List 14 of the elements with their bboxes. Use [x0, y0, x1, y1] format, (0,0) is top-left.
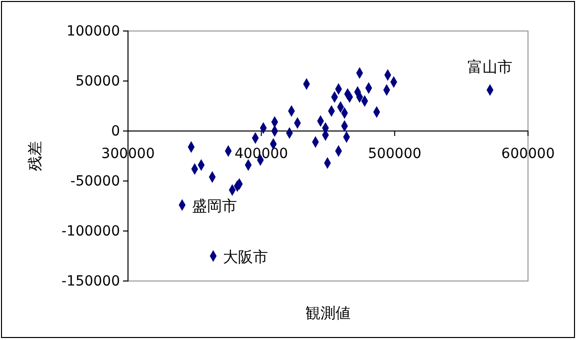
y-tick-label: -50000	[70, 173, 120, 190]
annotation: 盛岡市	[192, 197, 238, 215]
x-tick-label: 500000	[368, 146, 422, 162]
annotation: 富山市	[468, 58, 512, 76]
annotation: 大阪市	[223, 248, 268, 266]
x-tick-label: 400000	[234, 146, 288, 162]
y-axis-title: 残差	[26, 141, 44, 171]
y-tick-label: 100000	[66, 23, 120, 40]
x-axis-title: 観測値	[306, 304, 350, 322]
y-tick-label: 50000	[75, 73, 120, 90]
y-tick-label: -150000	[62, 273, 120, 290]
y-tick-label: 0	[111, 123, 120, 140]
x-tick-label: 600000	[501, 146, 555, 162]
y-tick-label: -100000	[62, 223, 120, 240]
